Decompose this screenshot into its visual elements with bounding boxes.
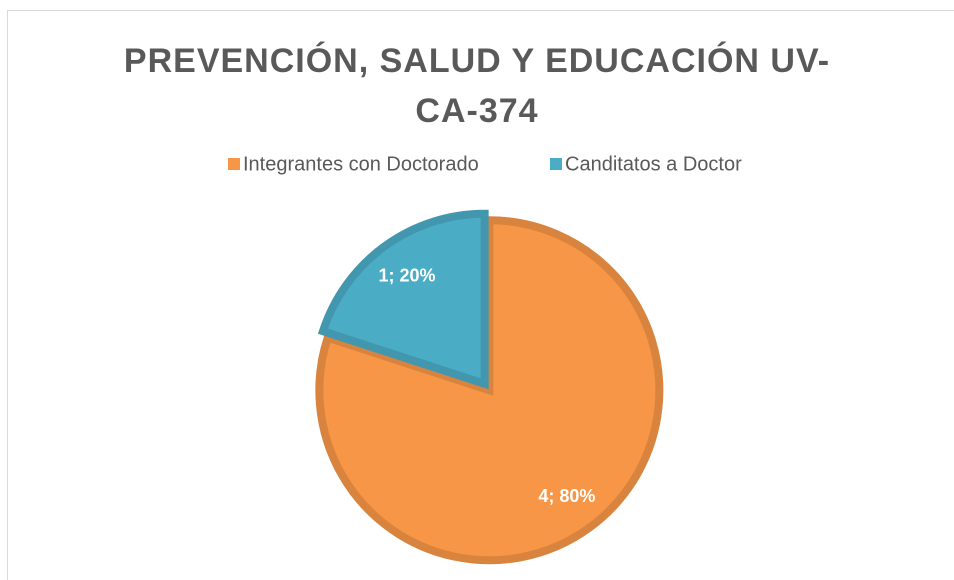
chart-title: PREVENCIÓN, SALUD Y EDUCACIÓN UV-CA-374 [123, 42, 831, 130]
chart-border [7, 10, 954, 580]
legend-label: Canditatos a Doctor [565, 153, 742, 175]
legend-swatch [550, 158, 562, 170]
pie-slice [315, 216, 664, 565]
pie-slice [317, 209, 489, 390]
data-label: 4; 80% [538, 486, 595, 506]
legend-label: Integrantes con Doctorado [243, 153, 479, 175]
legend-swatch [228, 158, 240, 170]
data-label: 1; 20% [379, 266, 436, 286]
